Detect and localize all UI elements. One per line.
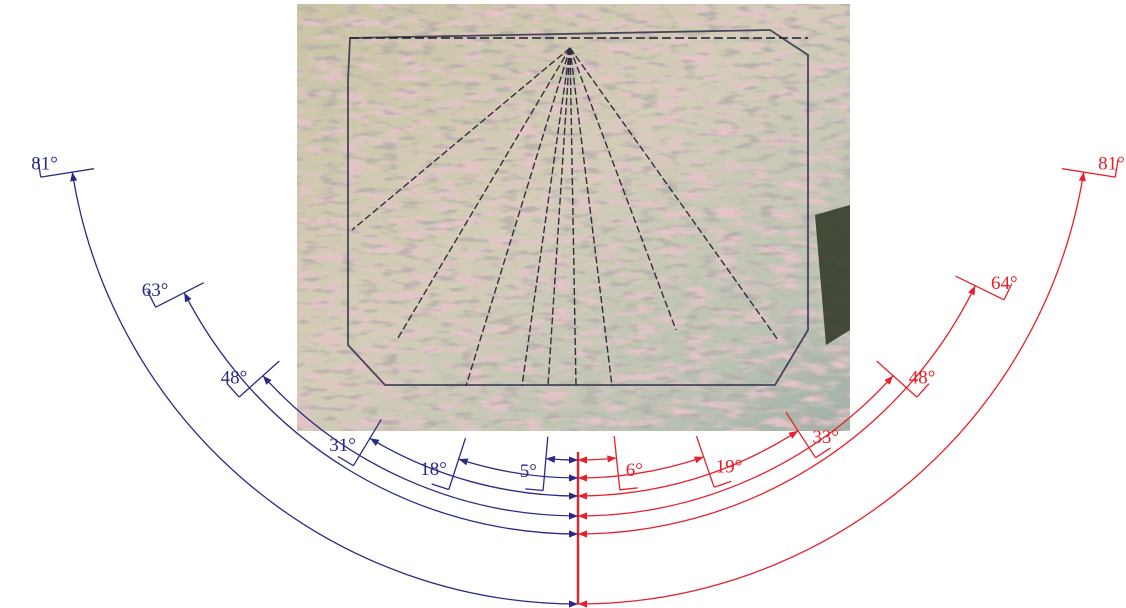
left-arrowhead-end-18 xyxy=(458,458,469,466)
angle-labels: 5° 18° 31° 48° 63° 81° 6° 19° 33° 48° 64° 81° xyxy=(31,153,1125,482)
left-angle-label-18: 18° xyxy=(420,459,447,480)
right-arc-19 xyxy=(577,456,704,479)
right-tick-81 xyxy=(1114,159,1119,178)
right-extension-line-6 xyxy=(613,436,621,490)
left-extension-line-5 xyxy=(542,436,549,491)
left-arc-63 xyxy=(183,292,579,535)
right-arrowhead-end-81 xyxy=(1078,172,1086,182)
right-arrowhead-end-33 xyxy=(788,430,799,439)
right-angle-arcs xyxy=(577,159,1119,608)
right-arrowhead-start-33 xyxy=(578,492,587,500)
right-tick-19 xyxy=(713,480,732,488)
left-arrowhead-start-5 xyxy=(569,456,578,464)
right-arrowhead-end-6 xyxy=(607,455,617,463)
right-angle-label-64: 64° xyxy=(991,273,1018,294)
right-arrowhead-start-19 xyxy=(578,474,587,482)
left-tick-81 xyxy=(37,159,42,178)
right-angle-label-48: 48° xyxy=(909,368,936,389)
left-arrowhead-start-48 xyxy=(569,512,578,520)
right-arrowhead-end-48 xyxy=(884,375,894,385)
left-arc-18 xyxy=(458,458,579,479)
left-arrowhead-start-31 xyxy=(569,492,578,500)
left-tick-18 xyxy=(431,483,449,491)
left-extension-line-48 xyxy=(238,360,280,398)
right-arc-81 xyxy=(577,171,1085,605)
right-arrowhead-start-6 xyxy=(578,456,587,464)
left-extension-line-63 xyxy=(155,282,205,308)
sundial-photo xyxy=(297,4,850,431)
left-extension-line-81 xyxy=(40,168,95,178)
left-arrowhead-start-63 xyxy=(569,530,578,538)
left-arrowhead-end-63 xyxy=(184,292,192,303)
right-tick-64 xyxy=(1003,283,1013,301)
left-tick-48 xyxy=(226,383,240,398)
left-angle-label-31: 31° xyxy=(329,435,356,456)
left-arrowhead-end-31 xyxy=(369,438,380,447)
right-tick-33 xyxy=(815,447,831,459)
right-arrowhead-start-64 xyxy=(578,530,587,538)
left-angle-label-5: 5° xyxy=(520,461,537,482)
right-tick-48 xyxy=(916,383,930,398)
right-tick-6 xyxy=(619,487,638,491)
left-tick-31 xyxy=(337,455,354,467)
left-extension-line-31 xyxy=(352,419,382,467)
right-extension-line-81 xyxy=(1061,168,1116,178)
right-angle-label-81: 81° xyxy=(1098,153,1125,174)
right-angle-label-6: 6° xyxy=(626,460,643,481)
left-angle-label-63: 63° xyxy=(142,280,169,301)
left-arrowhead-end-5 xyxy=(545,455,556,463)
left-angle-label-48: 48° xyxy=(221,368,248,389)
left-arrowhead-end-81 xyxy=(70,172,78,182)
left-extension-line-18 xyxy=(448,437,467,490)
left-angle-arcs xyxy=(37,159,579,608)
right-extension-line-48 xyxy=(876,360,918,398)
left-arrowhead-start-81 xyxy=(569,600,578,608)
left-arrowhead-start-18 xyxy=(569,474,578,482)
right-arrowhead-start-81 xyxy=(578,600,587,608)
right-arc-48 xyxy=(577,375,894,517)
right-angle-label-19: 19° xyxy=(716,457,743,478)
right-arc-64 xyxy=(577,285,976,535)
right-extension-line-33 xyxy=(785,412,817,459)
right-arc-33 xyxy=(577,430,799,497)
right-extension-line-64 xyxy=(955,275,1005,301)
left-tick-63 xyxy=(146,290,157,308)
left-arc-81 xyxy=(71,171,579,605)
left-arrowhead-end-48 xyxy=(262,375,272,385)
left-angle-label-81: 81° xyxy=(31,153,58,174)
left-tick-5 xyxy=(525,488,544,492)
right-arrowhead-end-19 xyxy=(693,456,704,464)
right-arrowhead-start-48 xyxy=(578,512,587,520)
right-arrowhead-end-64 xyxy=(968,285,976,296)
right-angle-label-33: 33° xyxy=(812,427,839,448)
left-arc-31 xyxy=(369,437,579,497)
right-extension-line-19 xyxy=(695,435,715,488)
left-arc-48 xyxy=(262,375,579,517)
